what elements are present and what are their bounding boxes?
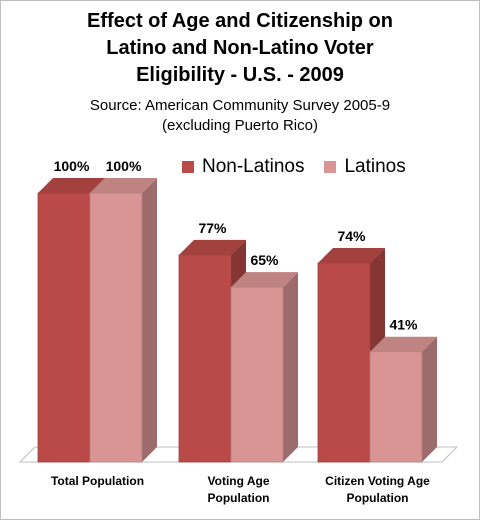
bar-side-latinos-3 <box>422 336 437 462</box>
bar-side-latinos-1 <box>142 178 157 462</box>
legend-swatch-latinos <box>324 161 337 173</box>
data-label-latinos-2: 65% <box>250 252 279 268</box>
bar-top-non-latinos-2 <box>179 239 246 255</box>
chart-subtitle: Source: American Community Survey 2005-9… <box>0 96 480 136</box>
bar-top-latinos-3 <box>370 336 437 352</box>
data-label-non-latinos-2: 77% <box>198 220 227 236</box>
bar-top-latinos-2 <box>231 272 298 288</box>
data-label-latinos-1: 100% <box>106 158 142 174</box>
legend-swatch-non-latinos <box>182 161 194 173</box>
bar-side-latinos-2 <box>283 272 298 462</box>
legend-label-non-latinos: Non-Latinos <box>202 156 305 177</box>
chart-title-line-1: Effect of Age and Citizenship on <box>87 10 393 32</box>
bar-latinos-3 <box>369 351 423 463</box>
data-label-non-latinos-1: 100% <box>54 158 90 174</box>
legend-item-non-latinos: Non-Latinos <box>182 156 304 178</box>
bar-latinos-1 <box>89 192 143 463</box>
bar-non-latinos-2 <box>178 254 232 463</box>
chart-legend: Non-Latinos Latinos <box>182 156 426 178</box>
chart-title-line-3: Eligibility - U.S. - 2009 <box>136 64 344 86</box>
category-label-3-line-2: Population <box>347 491 409 505</box>
data-label-latinos-3: 41% <box>389 317 418 333</box>
bar-non-latinos-3 <box>317 262 371 463</box>
bar-top-latinos-1 <box>90 178 157 193</box>
data-label-non-latinos-3: 74% <box>337 228 366 244</box>
category-label-1: Total Population <box>51 474 144 488</box>
bar-top-non-latinos-1 <box>38 178 105 193</box>
bar-top-non-latinos-3 <box>318 247 385 263</box>
bar-non-latinos-1 <box>37 192 91 463</box>
chart-subtitle-line-1: Source: American Community Survey 2005-9 <box>89 97 391 114</box>
chart-title: Effect of Age and Citizenship on Latino … <box>0 8 480 89</box>
legend-label-latinos: Latinos <box>344 156 406 177</box>
bar-latinos-2 <box>230 286 284 463</box>
chart-subtitle-line-2: (excluding Puerto Rico) <box>162 117 318 134</box>
category-label-2-line-2: Population <box>208 491 270 505</box>
legend-item-latinos: Latinos <box>324 156 406 178</box>
category-label-2-line-1: Voting Age <box>208 474 270 488</box>
chart-title-line-2: Latino and Non-Latino Voter <box>106 37 374 59</box>
category-label-3-line-1: Citizen Voting Age <box>325 474 430 488</box>
